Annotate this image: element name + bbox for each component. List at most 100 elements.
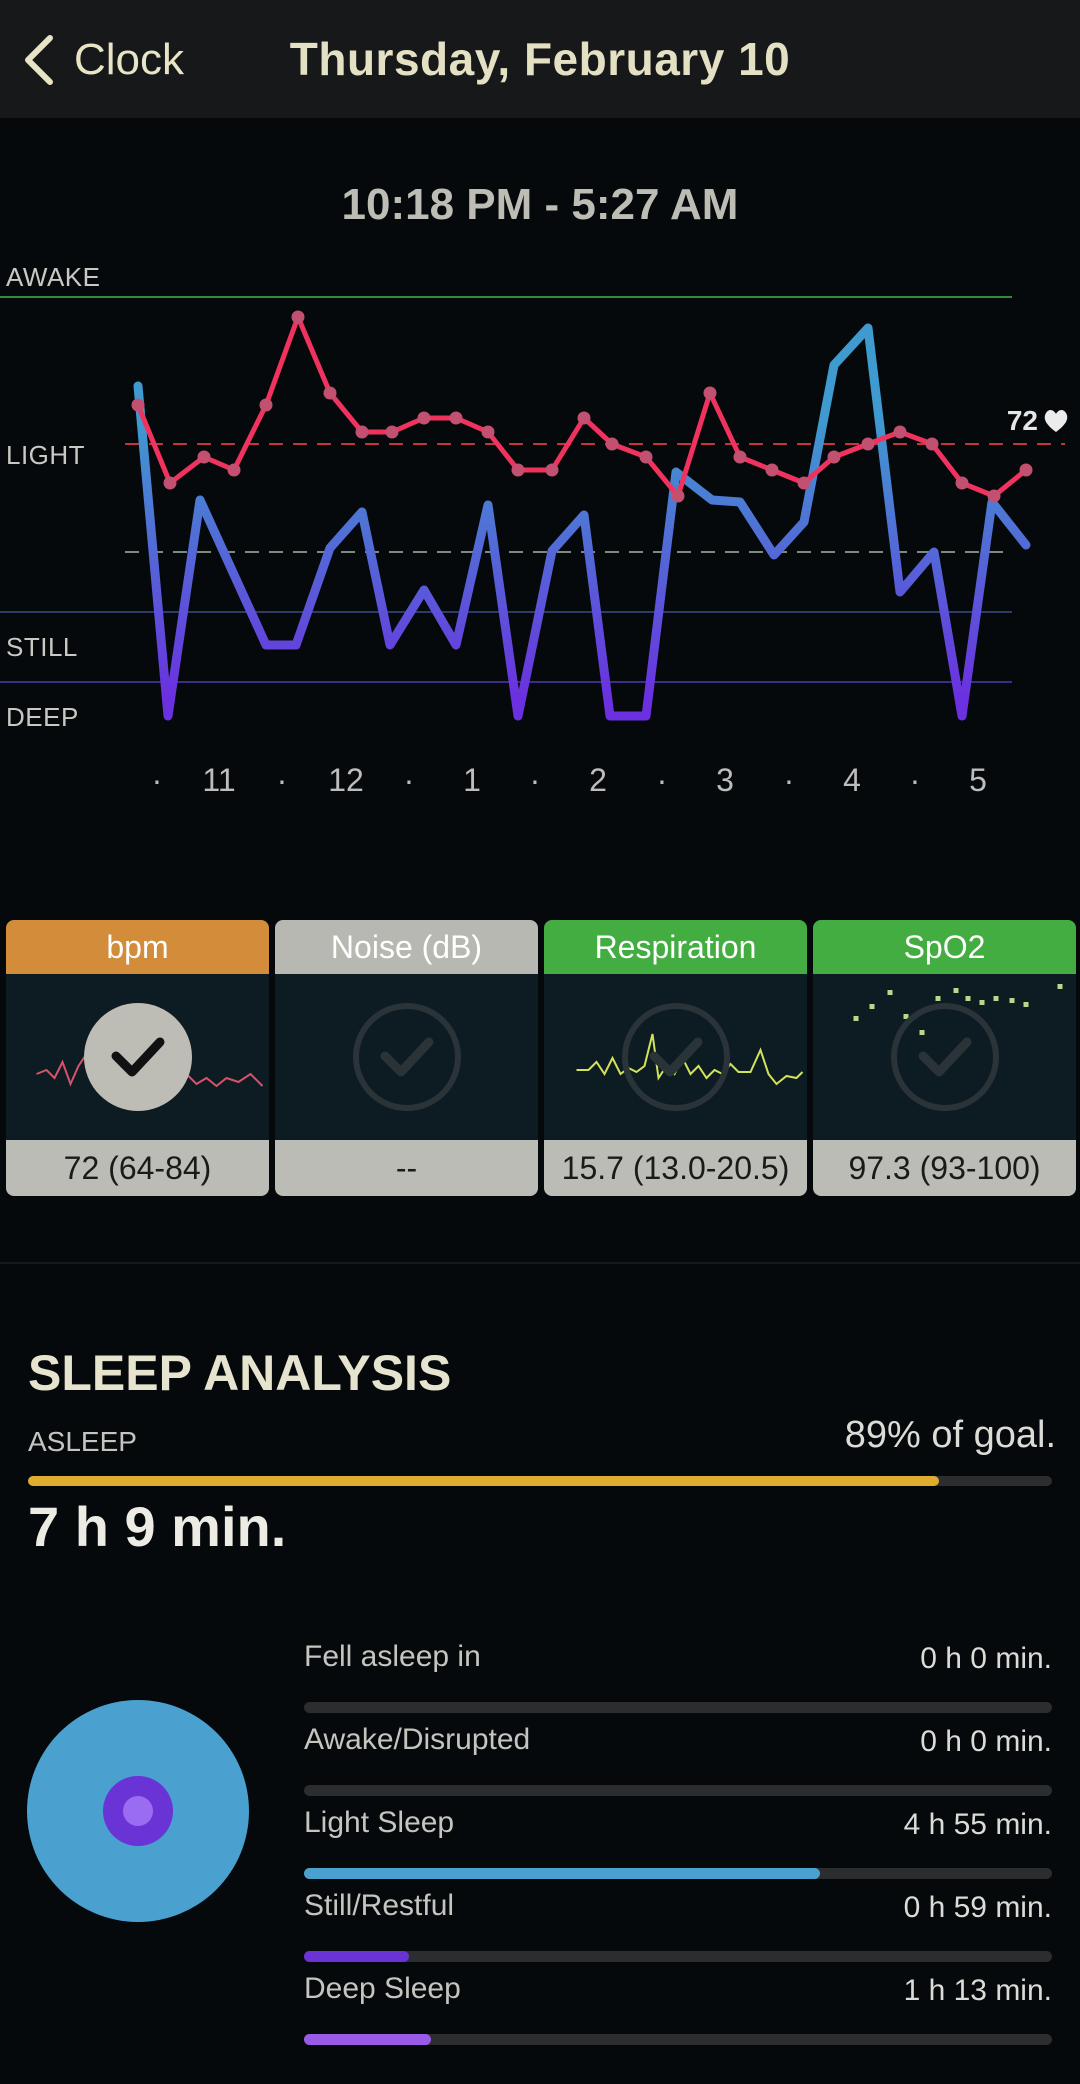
stage-row: Light Sleep 4 h 55 min. [304,1806,1052,1879]
stage-bar [304,1785,1052,1796]
heart-rate-point [449,411,463,425]
asleep-label: ASLEEP [28,1426,137,1457]
goal-progress-bar [28,1476,1052,1486]
checkmark-icon [918,1037,971,1077]
stage-bar [304,1702,1052,1713]
heart-rate-point [703,386,717,400]
page-title-text: Thursday, February 10 [289,33,791,85]
heart-rate-point [545,463,559,477]
tile-label: SpO2 [813,920,1076,974]
goal-progress-fill [28,1476,940,1486]
stage-bar [304,2034,1052,2045]
stage-duration: 4 h 55 min. [903,1808,1052,1841]
checkmark-icon [380,1037,433,1077]
tile-graph [275,974,538,1140]
stage-row: Still/Restful 0 h 59 min. [304,1889,1052,1962]
donut-core [123,1796,153,1826]
stage-label-deep: DEEP [6,702,79,732]
time-axis-dot: · [529,762,541,798]
current-heart-rate-value: 72 [1006,405,1038,436]
time-axis-tick: 4 [843,762,861,798]
spo2-point [1009,998,1015,1003]
goal-percentage: 89% of goal. [844,1414,1056,1456]
heart-rate-point [355,425,369,439]
tile-toggle[interactable] [621,1003,730,1111]
spo2-point [953,988,959,993]
section-title: SLEEP ANALYSIS [28,1345,452,1401]
heart-rate-point [481,425,495,439]
stage-name: Fell asleep in [304,1640,481,1673]
checkmark-icon [649,1037,702,1077]
sleep-stage-donut [27,1700,249,1922]
chevron-left-icon [25,35,53,85]
tile-toggle[interactable] [83,1003,192,1111]
tile-value: 97.3 (93-100) [813,1140,1076,1196]
top-nav-bar: Clock Thursday, February 10 [0,0,1080,118]
heart-rate-point [259,398,273,412]
heart-rate-point [197,450,211,464]
tile-label: Respiration [544,920,807,974]
stage-row: Fell asleep in 0 h 0 min. [304,1640,1052,1713]
stage-bar-fill [304,2034,432,2045]
heart-rate-point [163,476,177,490]
spo2-point [853,1016,859,1021]
stage-duration: 0 h 59 min. [903,1891,1052,1924]
spo2-point [1023,1002,1029,1007]
time-axis-tick: 12 [328,762,364,798]
tile-spo2[interactable]: SpO2 97.3 (93-100) [813,920,1076,1196]
time-axis-tick: 1 [463,762,481,798]
tile-respiration[interactable]: Respiration 15.7 (13.0-20.5) [544,920,807,1196]
sensor-tiles: bpm 72 (64-84) Noise (dB) -- Respiration 15.7… [6,920,1076,1196]
time-axis-dot: · [276,762,288,798]
stage-row: Deep Sleep 1 h 13 min. [304,1972,1052,2045]
asleep-duration: 7 h 9 min. [28,1495,287,1558]
heart-rate-point [893,425,907,439]
heart-rate-point [385,425,399,439]
heart-rate-point [861,437,875,451]
stage-label-awake: AWAKE [6,262,101,292]
stage-label-light: LIGHT [6,440,86,470]
sleep-graph-canvas [0,296,1065,721]
spo2-point [887,990,893,995]
stage-name: Deep Sleep [304,1972,461,2005]
heart-rate-point [797,476,811,490]
sleep-graph[interactable]: AWAKE LIGHT STILL DEEP 72 [0,250,1080,750]
heart-rate-point [417,411,431,425]
heart-rate-point [291,310,305,324]
tile-graph [544,974,807,1140]
stage-label-still: STILL [6,632,78,662]
stage-name: Light Sleep [304,1806,455,1839]
heart-rate-point [131,398,145,412]
time-axis-tick: 11 [202,762,236,798]
heart-rate-point [605,437,619,451]
heart-rate-point [987,489,1001,503]
heart-rate-point [671,489,685,503]
spo2-point [1057,984,1063,989]
tile-toggle[interactable] [890,1003,999,1111]
spo2-point [993,996,999,1001]
back-button[interactable]: Clock [20,28,184,92]
stage-duration: 1 h 13 min. [903,1974,1052,2007]
tile-value: 15.7 (13.0-20.5) [544,1140,807,1196]
heart-rate-point [827,450,841,464]
sleep-stage-line [133,323,1031,721]
back-label: Clock [74,35,185,84]
heart-rate-point [925,437,939,451]
time-axis-dot: · [656,762,668,798]
tile-bpm[interactable]: bpm 72 (64-84) [6,920,269,1196]
stage-name: Awake/Disrupted [304,1723,531,1756]
time-axis-dot: · [151,762,163,798]
time-axis: · 11 · 12 · 1 · 2 · 3 · 4 · 5 [0,762,1080,812]
heart-rate-point [511,463,525,477]
stage-duration: 0 h 0 min. [920,1725,1052,1758]
donut-inner-ring [103,1776,173,1846]
page-title: Thursday, February 10 [0,32,1080,86]
tile-noise[interactable]: Noise (dB) -- [275,920,538,1196]
section-divider [0,1262,1080,1264]
heart-rate-point [639,450,653,464]
tile-toggle[interactable] [352,1003,461,1111]
current-heart-rate: 72 [1007,405,1070,437]
time-axis-tick: 2 [589,762,607,798]
heart-icon [1044,410,1068,432]
spo2-point [979,1000,985,1005]
